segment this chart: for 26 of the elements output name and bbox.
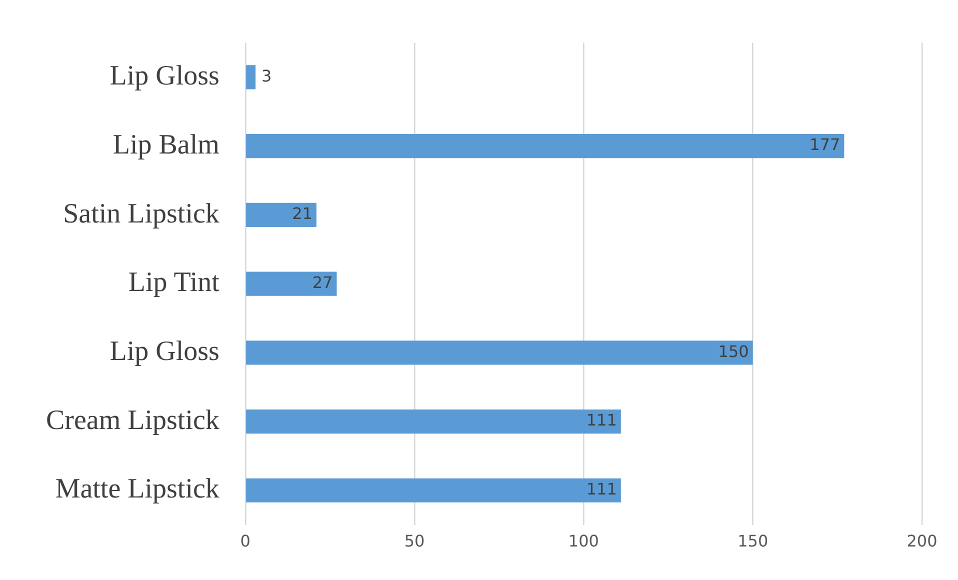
x-tick-label: 0: [240, 532, 250, 551]
x-tick-label: 150: [738, 532, 768, 551]
bar: [246, 65, 256, 90]
x-tick-label: 200: [906, 532, 938, 551]
y-tick-label: Matte Lipstick: [55, 474, 220, 505]
data-label: 111: [586, 410, 617, 430]
data-label: 3: [262, 66, 272, 86]
y-tick-label: Cream Lipstick: [46, 404, 220, 436]
bar: [246, 272, 337, 296]
data-label: 21: [292, 204, 312, 224]
y-tick-label: Lip Tint: [128, 267, 220, 298]
bar: [246, 340, 753, 365]
x-tick-label: 100: [568, 532, 599, 551]
y-tick-label: Satin Lipstick: [63, 198, 220, 230]
data-label: 27: [312, 272, 333, 292]
data-label: 111: [586, 480, 617, 499]
y-tick-label: Lip Balm: [112, 129, 220, 160]
data-label: 177: [810, 135, 840, 154]
data-label: 150: [718, 342, 749, 361]
bar: [246, 478, 621, 502]
y-tick-label: Lip Gloss: [110, 336, 220, 368]
y-tick-label: Lip Gloss: [110, 60, 220, 92]
bar: [246, 202, 316, 227]
bar: [246, 409, 621, 434]
bar: [246, 134, 844, 158]
x-tick-label: 50: [404, 532, 425, 551]
